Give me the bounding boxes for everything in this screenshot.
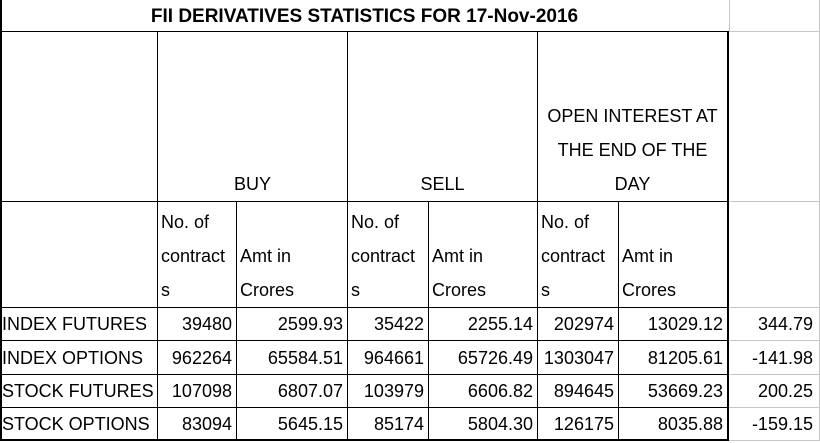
cell-oi-amt: 81205.61: [619, 341, 729, 375]
cell-buy-contracts: 83094: [158, 408, 237, 441]
cell-blank-net-header: [729, 32, 820, 202]
cell-oi-contracts: 894645: [538, 375, 619, 408]
cell-buy-amt: 5645.15: [237, 408, 348, 441]
cell-blank-title-right: [729, 0, 820, 32]
cell-net-value: -159.15: [729, 408, 820, 441]
col-header-oi-amt: Amt in Crores: [619, 202, 729, 308]
row-label: STOCK FUTURES: [0, 375, 158, 408]
cell-sell-amt: 5804.30: [429, 408, 538, 441]
col-header-sell-amt: Amt in Crores: [429, 202, 538, 308]
cell-buy-amt: 2599.93: [237, 308, 348, 341]
cell-oi-amt: 53669.23: [619, 375, 729, 408]
cell-oi-contracts: 202974: [538, 308, 619, 341]
column-group-sell: SELL: [348, 32, 538, 202]
cell-net-value: 200.25: [729, 375, 820, 408]
cell-oi-contracts: 1303047: [538, 341, 619, 375]
cell-buy-amt: 65584.51: [237, 341, 348, 375]
cell-blank-net-subheader: [729, 202, 820, 308]
cell-sell-amt: 2255.14: [429, 308, 538, 341]
cell-sell-amt: 65726.49: [429, 341, 538, 375]
table-title: FII DERIVATIVES STATISTICS FOR 17-Nov-20…: [0, 0, 729, 32]
cell-oi-contracts: 126175: [538, 408, 619, 441]
cell-oi-amt: 13029.12: [619, 308, 729, 341]
col-header-sell-contracts: No. of contract s: [348, 202, 429, 308]
cell-buy-contracts: 107098: [158, 375, 237, 408]
cell-sell-contracts: 964661: [348, 341, 429, 375]
cell-sell-contracts: 85174: [348, 408, 429, 441]
cell-sell-contracts: 35422: [348, 308, 429, 341]
cell-net-value: 344.79: [729, 308, 820, 341]
cell-blank-sub-header: [0, 202, 158, 308]
cell-oi-amt: 8035.88: [619, 408, 729, 441]
cell-blank-row-label-header: [0, 32, 158, 202]
cell-buy-amt: 6807.07: [237, 375, 348, 408]
cell-buy-contracts: 39480: [158, 308, 237, 341]
row-label: STOCK OPTIONS: [0, 408, 158, 441]
table-left-border: [0, 0, 2, 441]
col-header-buy-contracts: No. of contract s: [158, 202, 237, 308]
col-header-oi-contracts: No. of contract s: [538, 202, 619, 308]
cell-sell-amt: 6606.82: [429, 375, 538, 408]
cell-buy-contracts: 962264: [158, 341, 237, 375]
col-header-buy-amt: Amt in Crores: [237, 202, 348, 308]
column-group-buy: BUY: [158, 32, 348, 202]
row-label: INDEX FUTURES: [0, 308, 158, 341]
cell-sell-contracts: 103979: [348, 375, 429, 408]
column-group-open-interest: OPEN INTEREST AT THE END OF THE DAY: [538, 32, 729, 202]
row-label: INDEX OPTIONS: [0, 341, 158, 375]
cell-net-value: -141.98: [729, 341, 820, 375]
